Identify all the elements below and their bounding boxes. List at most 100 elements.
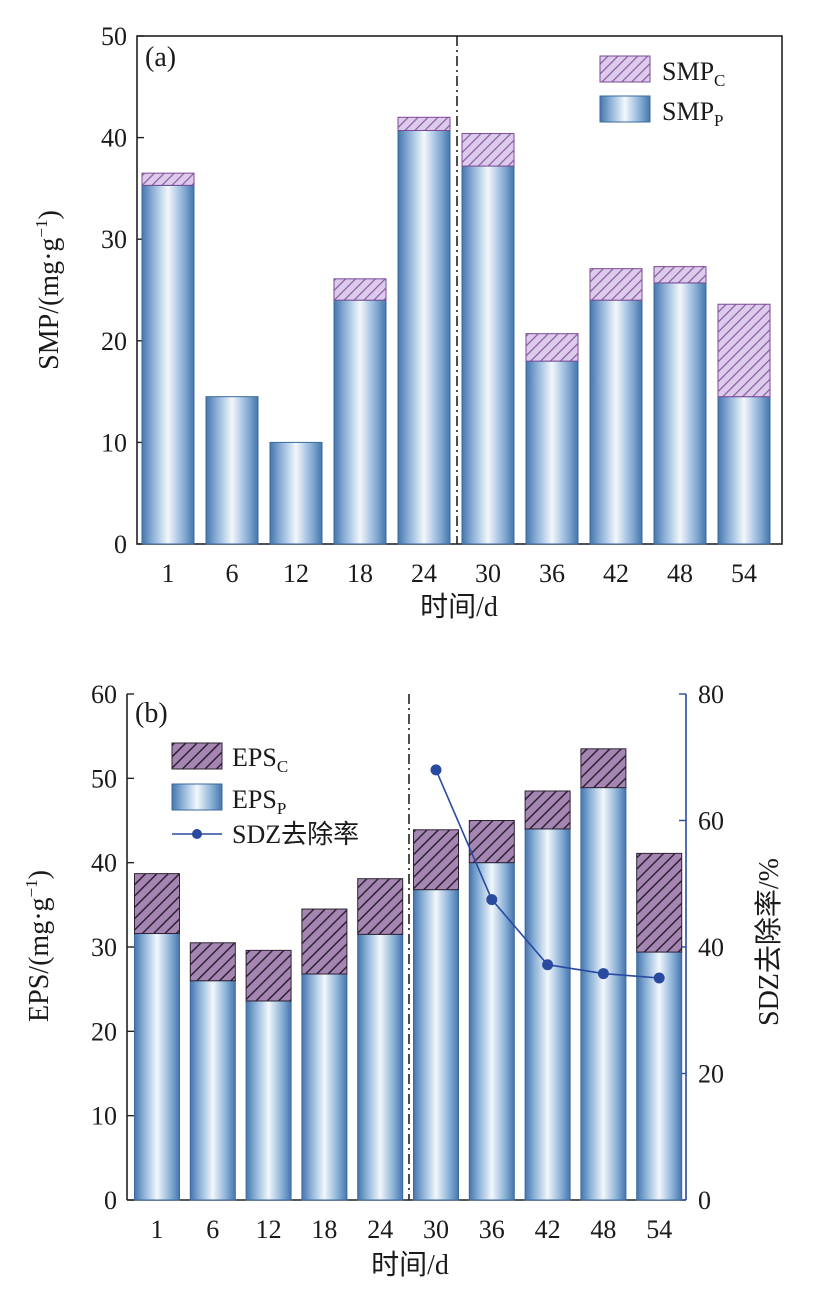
y2-axis-ticks-b: 0 20 40 60 80 [679,680,724,1215]
y-tick-label: 30 [101,225,127,254]
sdz-point [430,764,442,776]
sdz-point [542,959,554,971]
bar-segment-top [413,829,459,891]
bar-segment-base [580,787,627,1201]
bar-segment-base [357,933,404,1201]
bar-segment-base [397,129,451,545]
bar-segment-top [134,873,180,935]
y-axis-ticks-b: 0 10 20 30 40 50 60 [91,680,134,1215]
legend-marker-sdz [192,829,202,839]
bar-segment-top [397,116,451,131]
legend-swatch-smpc [599,55,651,83]
panel-label-a: (a) [145,42,176,73]
y2-tick-label: 40 [698,933,724,962]
y2-tick-label: 0 [698,1186,711,1215]
y-tick-label: 10 [101,428,127,457]
y2-tick-label: 80 [698,680,724,709]
y-tick-label: 0 [104,1186,117,1215]
bar-segment-top [301,908,348,975]
bar-segment-top [468,820,515,864]
legend-label-smpp: SMPP [662,97,724,130]
bar-segment-base [205,396,259,545]
x-tick-label: 36 [479,1215,505,1244]
y-tick-label: 20 [101,327,127,356]
x-tick-label: 48 [667,559,693,588]
y2-tick-label: 20 [698,1060,724,1089]
bar-segment-top [461,133,515,167]
bars-a [141,116,771,545]
bar-segment-top [717,303,771,398]
bar-segment-top [141,172,195,186]
bar-segment-top [580,748,627,789]
legend-swatch-smpp [599,95,651,123]
x-tick-label: 18 [347,559,373,588]
legend-label-sdz: SDZ去除率 [232,820,359,849]
legend-a: SMPC SMPP [599,55,725,130]
bar-segment-base [134,933,180,1201]
y-axis-title-a: SMP/(mg·g−1) [32,210,65,370]
y-tick-label: 10 [91,1102,117,1131]
legend-label-epsp: EPSP [232,785,286,818]
x-tick-label: 42 [603,559,629,588]
bar-segment-top [636,852,683,953]
legend-swatch-epsc [171,742,223,770]
bar-segment-base [717,396,771,545]
bars-b [134,748,683,1201]
legend-label-smpc: SMPC [662,57,725,90]
bar-segment-base [524,828,571,1201]
y2-axis-title-b: SDZ去除率/% [753,858,785,1026]
legend-b: EPSC EPSP SDZ去除率 [171,742,359,849]
sdz-point [486,894,498,906]
y-tick-label: 50 [91,764,117,793]
bar-segment-base [269,441,323,545]
x-tick-label: 1 [151,1215,164,1244]
x-tick-label: 24 [411,559,437,588]
x-axis-ticks-b: 1 6 12 18 24 30 36 42 48 54 [151,1215,673,1244]
bar-segment-top [357,878,404,935]
y-tick-label: 60 [91,680,117,709]
x-axis-title-a: 时间/d [420,591,498,623]
chart-panel-b: 0 10 20 30 40 50 60 0 20 40 60 80 1 6 12 18 24 30 36 42 48… [22,680,785,1281]
y-tick-label: 30 [91,933,117,962]
bar-segment-top [589,268,643,301]
y-tick-label: 0 [114,530,127,559]
bar-segment-base [189,980,236,1201]
x-tick-label: 48 [590,1215,616,1244]
panel-label-b: (b) [135,698,168,729]
sdz-removal-line [430,764,665,984]
bar-segment-base [636,951,683,1201]
bar-segment-base [333,299,387,545]
sdz-point [597,968,609,980]
x-tick-label: 6 [226,559,239,588]
x-tick-label: 24 [367,1215,393,1244]
plot-frame-a [136,35,783,545]
bar-segment-base [461,165,515,545]
x-axis-ticks-a: 1 6 12 18 24 30 36 42 48 54 [162,559,758,588]
legend-label-epsc: EPSC [232,743,288,776]
bar-segment-base [653,282,707,545]
legend-swatch-epsp [171,783,223,811]
y-axis-ticks-a: 0 10 20 30 40 50 [101,22,144,559]
x-tick-label: 54 [646,1215,672,1244]
bar-segment-base [301,973,348,1201]
x-tick-label: 1 [162,559,175,588]
bar-segment-top [525,333,579,362]
x-tick-label: 54 [731,559,757,588]
x-tick-label: 18 [311,1215,337,1244]
x-tick-label: 30 [475,559,501,588]
bar-segment-base [525,360,579,545]
y-axis-title-b: EPS/(mg·g−1) [22,870,55,1022]
bar-segment-base [245,1000,292,1201]
bar-segment-base [141,184,195,545]
bar-segment-base [413,889,459,1201]
y2-tick-label: 60 [698,807,724,836]
x-tick-label: 42 [535,1215,561,1244]
sdz-point [653,972,665,984]
y-tick-label: 40 [91,849,117,878]
bar-segment-base [589,299,643,545]
x-tick-label: 30 [423,1215,449,1244]
x-tick-label: 12 [256,1215,282,1244]
bar-segment-top [189,942,236,982]
bar-segment-top [524,790,571,830]
